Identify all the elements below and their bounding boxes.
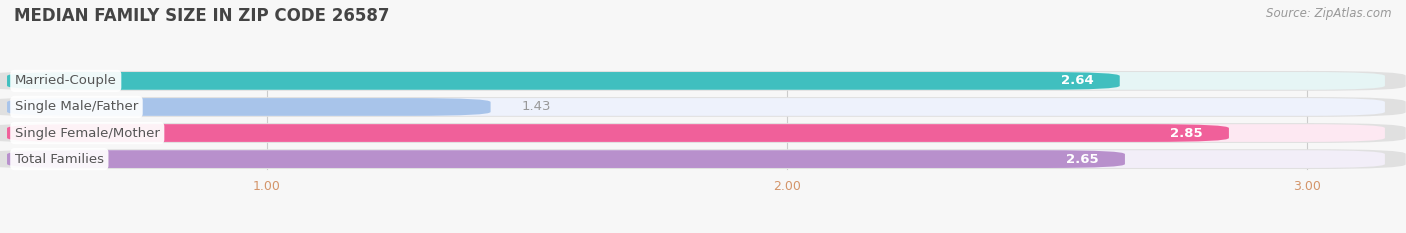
Text: Total Families: Total Families <box>15 153 104 166</box>
Text: Source: ZipAtlas.com: Source: ZipAtlas.com <box>1267 7 1392 20</box>
FancyBboxPatch shape <box>7 98 1385 116</box>
Text: Married-Couple: Married-Couple <box>15 74 117 87</box>
FancyBboxPatch shape <box>0 123 1406 143</box>
FancyBboxPatch shape <box>7 150 1385 168</box>
Text: MEDIAN FAMILY SIZE IN ZIP CODE 26587: MEDIAN FAMILY SIZE IN ZIP CODE 26587 <box>14 7 389 25</box>
FancyBboxPatch shape <box>7 150 1125 168</box>
FancyBboxPatch shape <box>7 124 1385 142</box>
FancyBboxPatch shape <box>7 72 1119 90</box>
FancyBboxPatch shape <box>0 71 1406 91</box>
Text: 2.65: 2.65 <box>1066 153 1099 166</box>
FancyBboxPatch shape <box>7 72 1385 90</box>
Text: 2.85: 2.85 <box>1170 127 1204 140</box>
Text: 2.64: 2.64 <box>1062 74 1094 87</box>
Text: Single Female/Mother: Single Female/Mother <box>15 127 160 140</box>
Text: Single Male/Father: Single Male/Father <box>15 100 138 113</box>
FancyBboxPatch shape <box>7 124 1229 142</box>
FancyBboxPatch shape <box>7 98 491 116</box>
FancyBboxPatch shape <box>0 97 1406 117</box>
FancyBboxPatch shape <box>0 149 1406 169</box>
Text: 1.43: 1.43 <box>522 100 551 113</box>
